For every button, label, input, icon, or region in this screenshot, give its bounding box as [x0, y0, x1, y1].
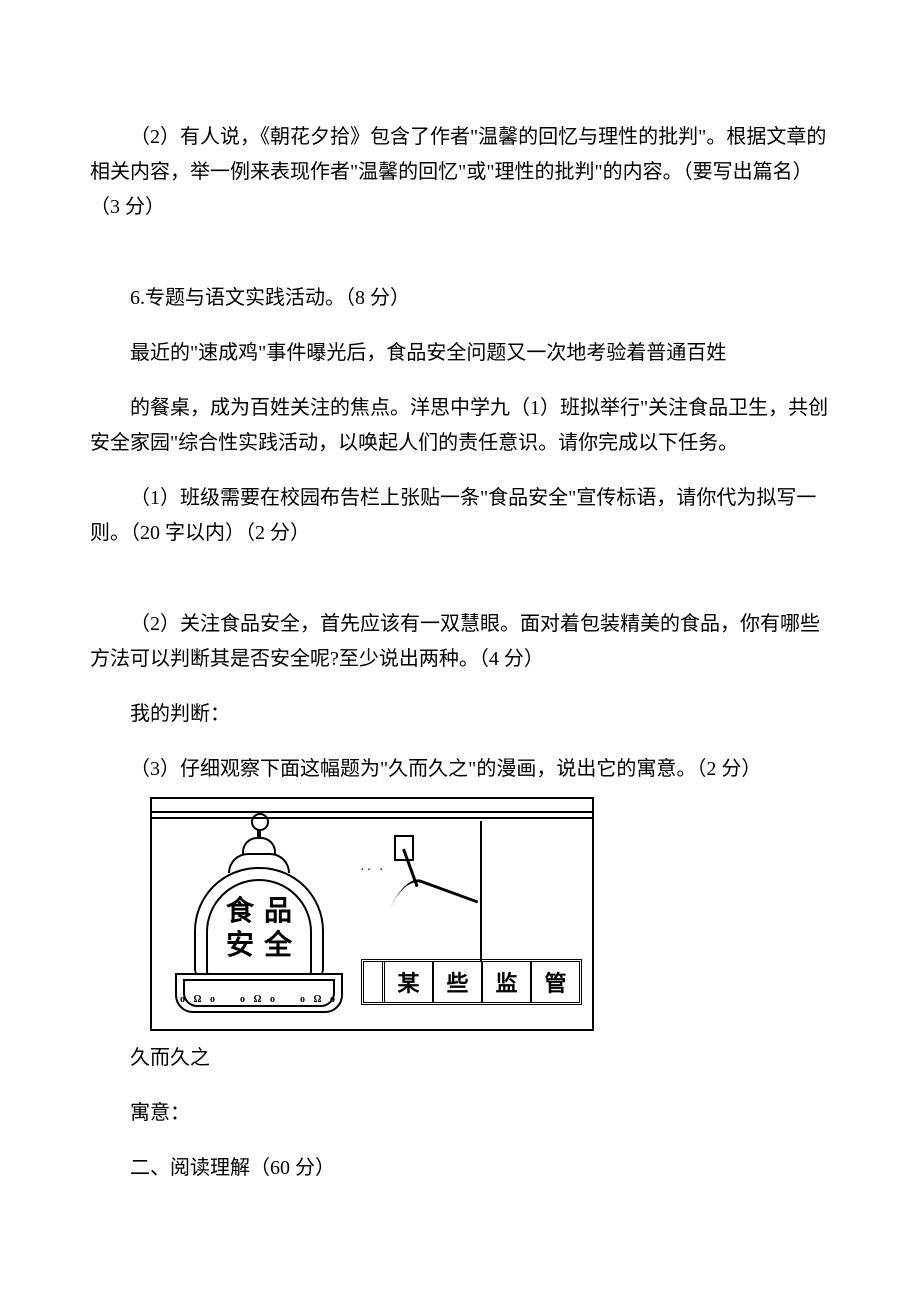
banner-cell-2: 些	[434, 962, 483, 1002]
document-page: （2）有人说，《朝花夕拾》包含了作者"温馨的回忆与理性的批判"。根据文章的相关内…	[0, 0, 920, 1302]
question-6-intro-line2: 的餐桌，成为百姓关注的焦点。洋思中学九（1）班拟举行"关注食品卫生，共创安全家园…	[90, 391, 830, 461]
bell-text-line1: 食品	[216, 895, 302, 929]
banner-cell-1: 某	[385, 962, 434, 1002]
banner-cell-4: 管	[532, 962, 579, 1002]
bell-icon: 食品 安全 o Ω o o Ω o o Ω o	[170, 813, 348, 1019]
motion-lines: ·· ·	[360, 863, 386, 879]
cartoon-figure-wrap: 食品 安全 o Ω o o Ω o o Ω o ·· · 某 些 监	[150, 797, 830, 1031]
question-6-3: （3）仔细观察下面这幅题为"久而久之"的漫画，说出它的寓意。（2 分）	[90, 752, 830, 787]
spacer	[90, 233, 830, 261]
question-6-title: 6.专题与语文实践活动。（8 分）	[90, 281, 830, 316]
banner-cell-3: 监	[483, 962, 532, 1002]
banner-decor	[364, 962, 385, 1002]
spacer	[90, 559, 830, 587]
question-6-intro-line1: 最近的"速成鸡"事件曝光后，食品安全问题又一次地考验着普通百姓	[90, 336, 830, 371]
regulator-banner: 某 些 监 管	[361, 959, 582, 1005]
question-6-2-answer-label: 我的判断：	[90, 697, 830, 732]
bell-text-line2: 安全	[216, 929, 302, 963]
cartoon-figure: 食品 安全 o Ω o o Ω o o Ω o ·· · 某 些 监	[150, 797, 594, 1031]
question-6-2: （2）关注食品安全，首先应该有一双慧眼。面对着包装精美的食品，你有哪些方法可以判…	[90, 607, 830, 677]
figure-divider	[480, 821, 482, 961]
question-5-2: （2）有人说，《朝花夕拾》包含了作者"温馨的回忆与理性的批判"。根据文章的相关内…	[90, 120, 830, 225]
bell-hanger	[251, 813, 267, 839]
section-2-heading: 二、阅读理解（60 分）	[90, 1151, 830, 1186]
question-6-1: （1）班级需要在校园布告栏上张贴一条"食品安全"宣传标语，请你代为拟写一则。（2…	[90, 481, 830, 551]
figure-meaning-label: 寓意：	[90, 1096, 830, 1131]
figure-caption: 久而久之	[90, 1041, 830, 1076]
